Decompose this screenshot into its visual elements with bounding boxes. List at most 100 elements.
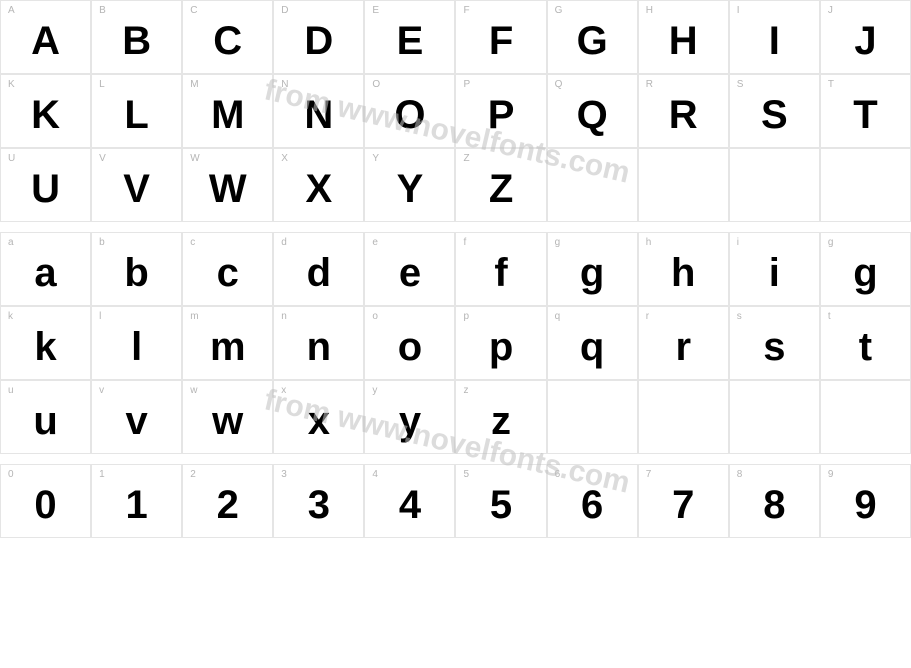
section-digits: 00112233445566778899 bbox=[0, 464, 911, 538]
cell-label: z bbox=[463, 385, 468, 396]
glyph-cell: zz bbox=[455, 380, 546, 454]
cell-label: I bbox=[737, 5, 740, 16]
cell-label: Y bbox=[372, 153, 379, 164]
glyph-cell bbox=[729, 148, 820, 222]
cell-glyph: v bbox=[126, 401, 148, 441]
cell-glyph: y bbox=[399, 401, 421, 441]
glyph-cell bbox=[547, 380, 638, 454]
glyph-cell: nn bbox=[273, 306, 364, 380]
glyph-cell: HH bbox=[638, 0, 729, 74]
cell-label: D bbox=[281, 5, 288, 16]
cell-label: V bbox=[99, 153, 106, 164]
glyph-cell: MM bbox=[182, 74, 273, 148]
glyph-cell: RR bbox=[638, 74, 729, 148]
cell-glyph: P bbox=[488, 95, 515, 135]
cell-label: Q bbox=[555, 79, 563, 90]
glyph-cell: hh bbox=[638, 232, 729, 306]
cell-glyph: 6 bbox=[581, 485, 603, 525]
glyph-cell: 88 bbox=[729, 464, 820, 538]
cell-glyph: w bbox=[212, 401, 243, 441]
glyph-cell: aa bbox=[0, 232, 91, 306]
glyph-cell: NN bbox=[273, 74, 364, 148]
cell-glyph: l bbox=[131, 327, 142, 367]
cell-label: t bbox=[828, 311, 831, 322]
glyph-cell: 99 bbox=[820, 464, 911, 538]
glyph-cell bbox=[547, 148, 638, 222]
cell-label: n bbox=[281, 311, 287, 322]
glyph-cell: ff bbox=[455, 232, 546, 306]
cell-label: q bbox=[555, 311, 561, 322]
glyph-cell: qq bbox=[547, 306, 638, 380]
section-lowercase: aabbccddeeffgghhiiggkkllmmnnooppqqrrsstt… bbox=[0, 232, 911, 454]
cell-glyph: k bbox=[34, 327, 56, 367]
glyph-cell: FF bbox=[455, 0, 546, 74]
cell-glyph: r bbox=[675, 327, 691, 367]
glyph-cell: ss bbox=[729, 306, 820, 380]
glyph-cell: xx bbox=[273, 380, 364, 454]
glyph-cell: gg bbox=[820, 232, 911, 306]
glyph-cell: 22 bbox=[182, 464, 273, 538]
cell-glyph: e bbox=[399, 253, 421, 293]
cell-label: b bbox=[99, 237, 105, 248]
cell-glyph: W bbox=[209, 169, 247, 209]
cell-label: J bbox=[828, 5, 833, 16]
cell-glyph: B bbox=[122, 21, 151, 61]
glyph-cell: 11 bbox=[91, 464, 182, 538]
glyph-cell: CC bbox=[182, 0, 273, 74]
cell-label: N bbox=[281, 79, 288, 90]
cell-label: a bbox=[8, 237, 14, 248]
cell-glyph: p bbox=[489, 327, 513, 367]
cell-label: p bbox=[463, 311, 469, 322]
cell-glyph: I bbox=[769, 21, 780, 61]
cell-label: h bbox=[646, 237, 652, 248]
glyph-cell: KK bbox=[0, 74, 91, 148]
cell-label: E bbox=[372, 5, 379, 16]
cell-label: C bbox=[190, 5, 197, 16]
font-specimen-grid: AABBCCDDEEFFGGHHIIJJKKLLMMNNOOPPQQRRSSTT… bbox=[0, 0, 911, 538]
cell-glyph: f bbox=[494, 253, 507, 293]
glyph-cell: JJ bbox=[820, 0, 911, 74]
glyph-cell: WW bbox=[182, 148, 273, 222]
glyph-cell: gg bbox=[547, 232, 638, 306]
cell-label: 1 bbox=[99, 469, 105, 480]
cell-label: u bbox=[8, 385, 14, 396]
cell-label: W bbox=[190, 153, 199, 164]
cell-glyph: 4 bbox=[399, 485, 421, 525]
cell-glyph: E bbox=[397, 21, 424, 61]
cell-label: M bbox=[190, 79, 198, 90]
glyph-cell: dd bbox=[273, 232, 364, 306]
cell-glyph: o bbox=[398, 327, 422, 367]
cell-label: 7 bbox=[646, 469, 652, 480]
cell-glyph: t bbox=[859, 327, 872, 367]
cell-glyph: b bbox=[124, 253, 148, 293]
cell-glyph: H bbox=[669, 21, 698, 61]
cell-glyph: F bbox=[489, 21, 513, 61]
cell-glyph: J bbox=[854, 21, 876, 61]
cell-glyph: q bbox=[580, 327, 604, 367]
cell-label: v bbox=[99, 385, 104, 396]
cell-label: Z bbox=[463, 153, 469, 164]
cell-label: O bbox=[372, 79, 380, 90]
glyph-cell: AA bbox=[0, 0, 91, 74]
cell-glyph: 8 bbox=[763, 485, 785, 525]
cell-glyph: g bbox=[580, 253, 604, 293]
cell-glyph: 9 bbox=[854, 485, 876, 525]
cell-glyph: X bbox=[306, 169, 333, 209]
cell-label: G bbox=[555, 5, 563, 16]
glyph-cell: tt bbox=[820, 306, 911, 380]
glyph-cell: mm bbox=[182, 306, 273, 380]
glyph-cell: bb bbox=[91, 232, 182, 306]
cell-label: S bbox=[737, 79, 744, 90]
cell-glyph: x bbox=[308, 401, 330, 441]
glyph-cell: BB bbox=[91, 0, 182, 74]
cell-glyph: N bbox=[304, 95, 333, 135]
cell-glyph: 1 bbox=[126, 485, 148, 525]
cell-glyph: 0 bbox=[34, 485, 56, 525]
cell-label: f bbox=[463, 237, 466, 248]
cell-glyph: T bbox=[853, 95, 877, 135]
cell-label: r bbox=[646, 311, 649, 322]
cell-label: x bbox=[281, 385, 286, 396]
cell-glyph: V bbox=[123, 169, 150, 209]
glyph-cell: rr bbox=[638, 306, 729, 380]
glyph-cell: ZZ bbox=[455, 148, 546, 222]
